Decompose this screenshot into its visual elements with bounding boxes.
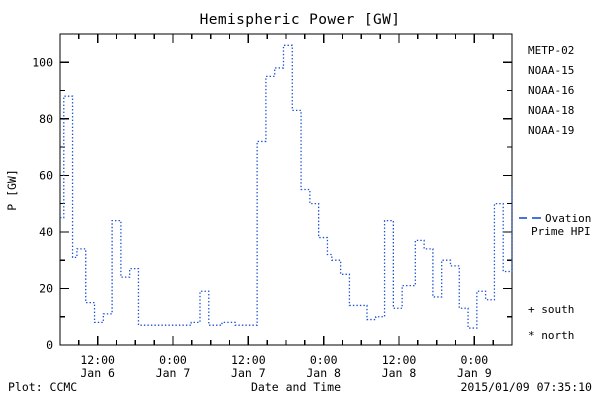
legend-ovation-prime: Ovation Prime HPI xyxy=(519,212,591,238)
footer-credit: Plot: CCMC xyxy=(8,380,77,394)
legend-marker-south: + south xyxy=(528,303,574,316)
plot-frame xyxy=(59,33,513,346)
legend-ovation-label-line2: Prime HPI xyxy=(531,225,591,238)
y-axis-label: P [GW] xyxy=(5,169,19,211)
x-tick-label-time: 0:00 xyxy=(159,353,187,367)
x-tick-label-date: Jan 8 xyxy=(306,366,341,380)
y-tick-label: 40 xyxy=(39,225,53,239)
legend-item-noaa-19: NOAA-19 xyxy=(528,124,574,137)
series-ovation-prime-hpi xyxy=(60,44,513,329)
y-tick-label: 0 xyxy=(46,338,53,352)
y-tick-label: 60 xyxy=(39,168,53,182)
page-title: Hemispheric Power [GW] xyxy=(200,12,401,28)
x-tick-label-time: 12:00 xyxy=(80,353,115,367)
legend-satellites: METP-02 NOAA-15 NOAA-16 NOAA-18 NOAA-19 xyxy=(528,44,574,137)
footer-timestamp: 2015/01/09 07:35:10 xyxy=(460,380,592,394)
y-axis: 0 20 40 60 80 100 xyxy=(32,55,512,352)
y-tick-label: 20 xyxy=(39,281,53,295)
y-tick-label: 80 xyxy=(39,112,53,126)
legend-hemisphere-markers: + south * north xyxy=(528,303,574,342)
x-axis-title: Date and Time xyxy=(251,380,341,394)
x-tick-label-time: 0:00 xyxy=(310,353,338,367)
data-series-group xyxy=(60,44,513,329)
legend-item-noaa-15: NOAA-15 xyxy=(528,64,574,77)
legend-item-metp-02: METP-02 xyxy=(528,44,574,57)
legend-marker-north: * north xyxy=(528,329,574,342)
x-tick-label-date: Jan 6 xyxy=(80,366,115,380)
x-tick-label-date: Jan 7 xyxy=(231,366,266,380)
y-tick-label: 100 xyxy=(32,55,53,69)
x-tick-label-time: 12:00 xyxy=(231,353,266,367)
x-tick-label-date: Jan 8 xyxy=(382,366,417,380)
x-tick-label-date: Jan 7 xyxy=(156,366,191,380)
x-tick-label-time: 12:00 xyxy=(382,353,417,367)
x-tick-label-time: 0:00 xyxy=(460,353,488,367)
legend-item-noaa-16: NOAA-16 xyxy=(528,84,574,97)
legend-ovation-label-line1: Ovation xyxy=(545,212,591,225)
legend-item-noaa-18: NOAA-18 xyxy=(528,104,574,117)
x-tick-label-date: Jan 9 xyxy=(457,366,492,380)
